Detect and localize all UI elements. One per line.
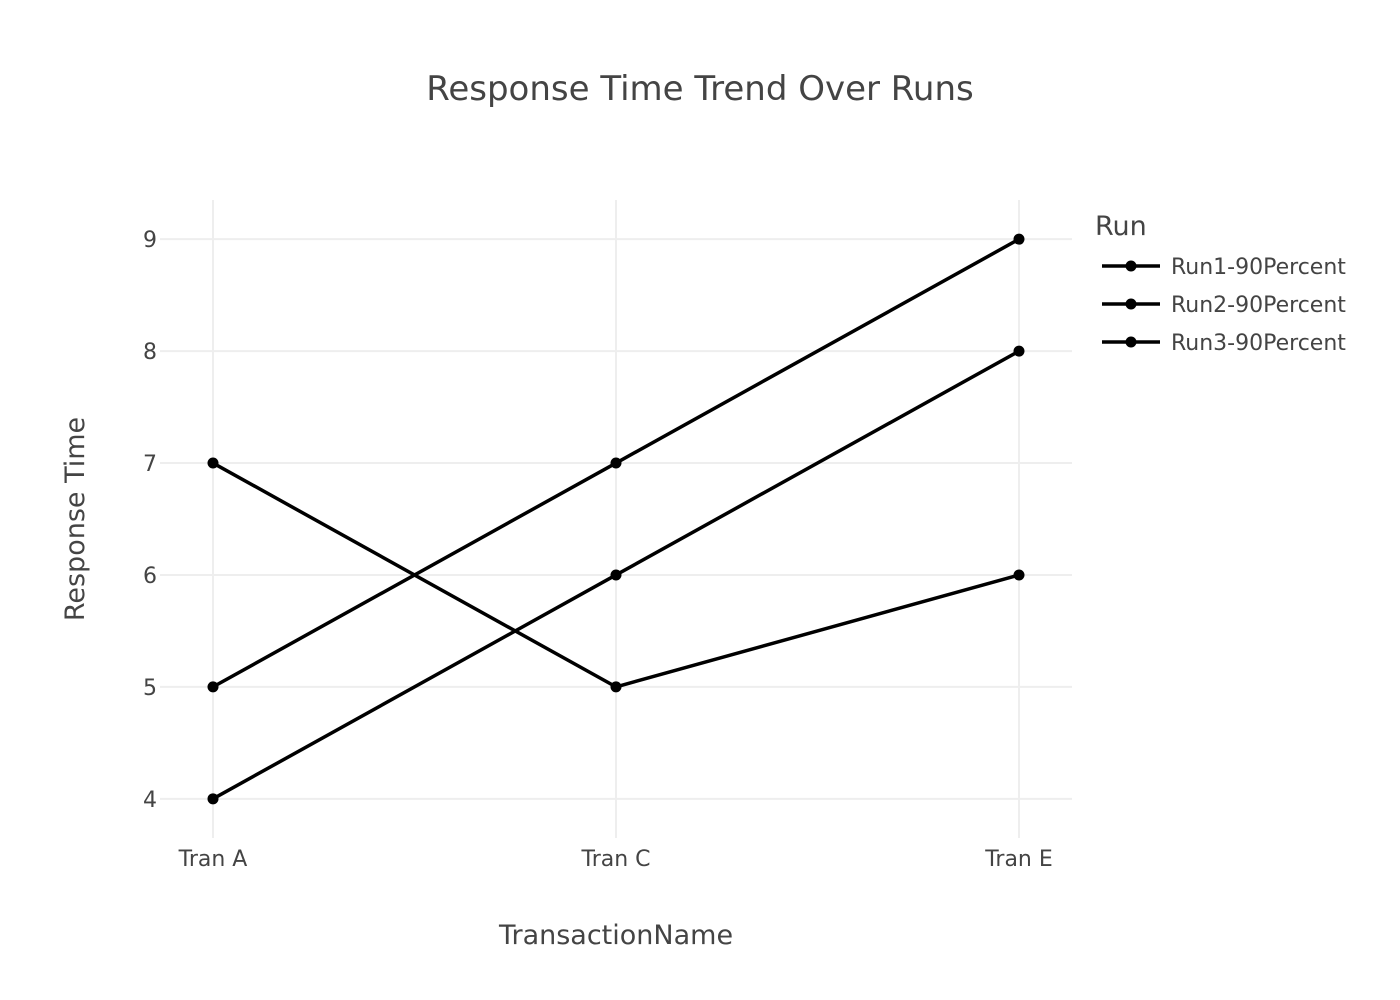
legend-item[interactable]: Run1-90Percent	[1102, 255, 1346, 280]
series-layer	[207, 233, 1025, 805]
legend-item[interactable]: Run3-90Percent	[1102, 331, 1346, 356]
gridlines	[160, 200, 1072, 838]
legend-label: Run2-90Percent	[1171, 293, 1346, 318]
y-tick-label: 8	[143, 340, 157, 365]
x-tick-label: Tran C	[580, 847, 650, 872]
x-tick-label: Tran E	[984, 847, 1053, 872]
legend-label: Run3-90Percent	[1171, 331, 1346, 356]
legend-marker-swatch	[1125, 298, 1137, 310]
y-tick-label: 6	[143, 564, 157, 589]
x-axis-ticks: Tran A Tran C Tran E	[178, 847, 1053, 872]
data-point[interactable]	[1013, 569, 1025, 581]
legend-label: Run1-90Percent	[1171, 255, 1346, 280]
data-point[interactable]	[207, 793, 219, 805]
legend-marker-swatch	[1125, 260, 1137, 272]
legend-marker-swatch	[1125, 336, 1137, 348]
series-3[interactable]	[207, 457, 1025, 693]
data-point[interactable]	[610, 457, 622, 469]
series-1[interactable]	[207, 233, 1025, 693]
x-tick-label: Tran A	[178, 847, 248, 872]
legend[interactable]: Run Run1-90Percent Run2-90Percent Run3-90P…	[1095, 211, 1346, 356]
data-point[interactable]	[610, 569, 622, 581]
series-2[interactable]	[207, 345, 1025, 805]
y-axis-ticks: 4 5 6 7 8 9	[143, 228, 157, 813]
y-axis-title: Response Time	[60, 417, 91, 621]
data-point[interactable]	[610, 681, 622, 693]
chart-title: Response Time Trend Over Runs	[426, 69, 973, 109]
data-point[interactable]	[1013, 233, 1025, 245]
data-point[interactable]	[207, 457, 219, 469]
y-tick-label: 9	[143, 228, 157, 253]
legend-title: Run	[1095, 211, 1147, 242]
y-tick-label: 5	[143, 676, 157, 701]
data-point[interactable]	[1013, 345, 1025, 357]
y-tick-label: 7	[143, 452, 157, 477]
legend-item[interactable]: Run2-90Percent	[1102, 293, 1346, 318]
data-point[interactable]	[207, 681, 219, 693]
x-axis-title: TransactionName	[498, 920, 733, 951]
y-tick-label: 4	[143, 788, 157, 813]
